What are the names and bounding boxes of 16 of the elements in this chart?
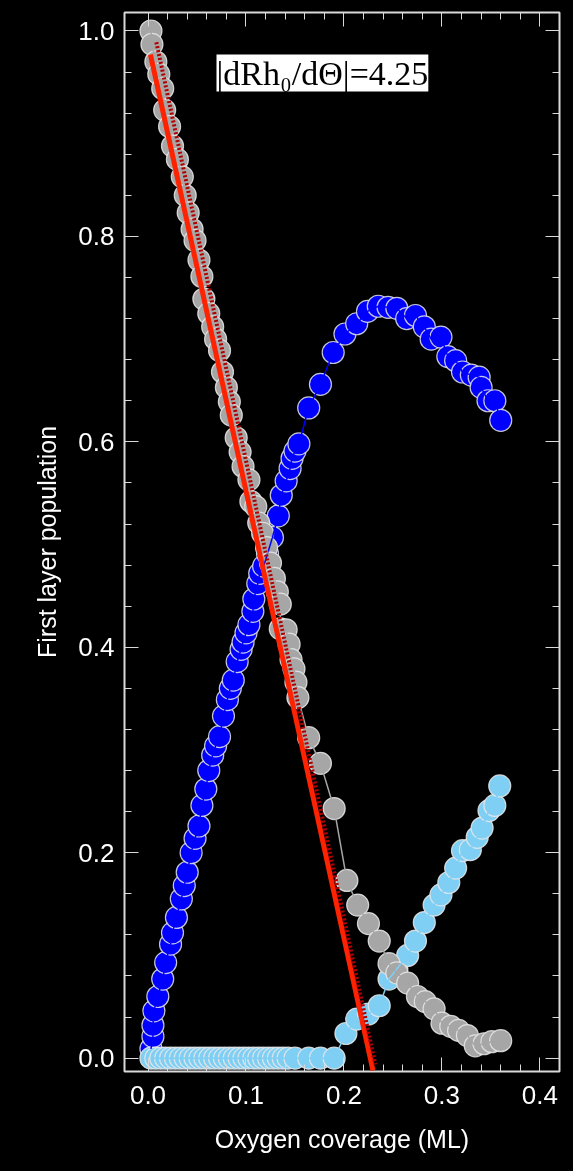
x-tick-label: 0.2 [325, 1079, 363, 1110]
point [367, 994, 391, 1018]
y-tick-label: 0.2 [78, 837, 115, 868]
x-axis-title: Oxygen coverage (ML) [214, 1124, 470, 1153]
x-tick-label: 0.3 [423, 1079, 461, 1110]
y-tick-label: 0.4 [78, 632, 115, 663]
y-tick-label: 0.8 [78, 221, 115, 252]
y-axis-title: First layer population [33, 425, 62, 659]
y-tick-label: 0.0 [78, 1043, 115, 1074]
annotation: |dRh₀/dΘ|=4.25 [216, 54, 429, 92]
x-tick-label: 0.4 [521, 1079, 558, 1110]
x-tick-label: 0.1 [227, 1079, 265, 1110]
y-tick-label: 0.6 [78, 426, 115, 457]
x-tick-label: 0.0 [129, 1079, 167, 1110]
y-tick-label: 1.0 [78, 15, 115, 46]
point [488, 774, 512, 798]
